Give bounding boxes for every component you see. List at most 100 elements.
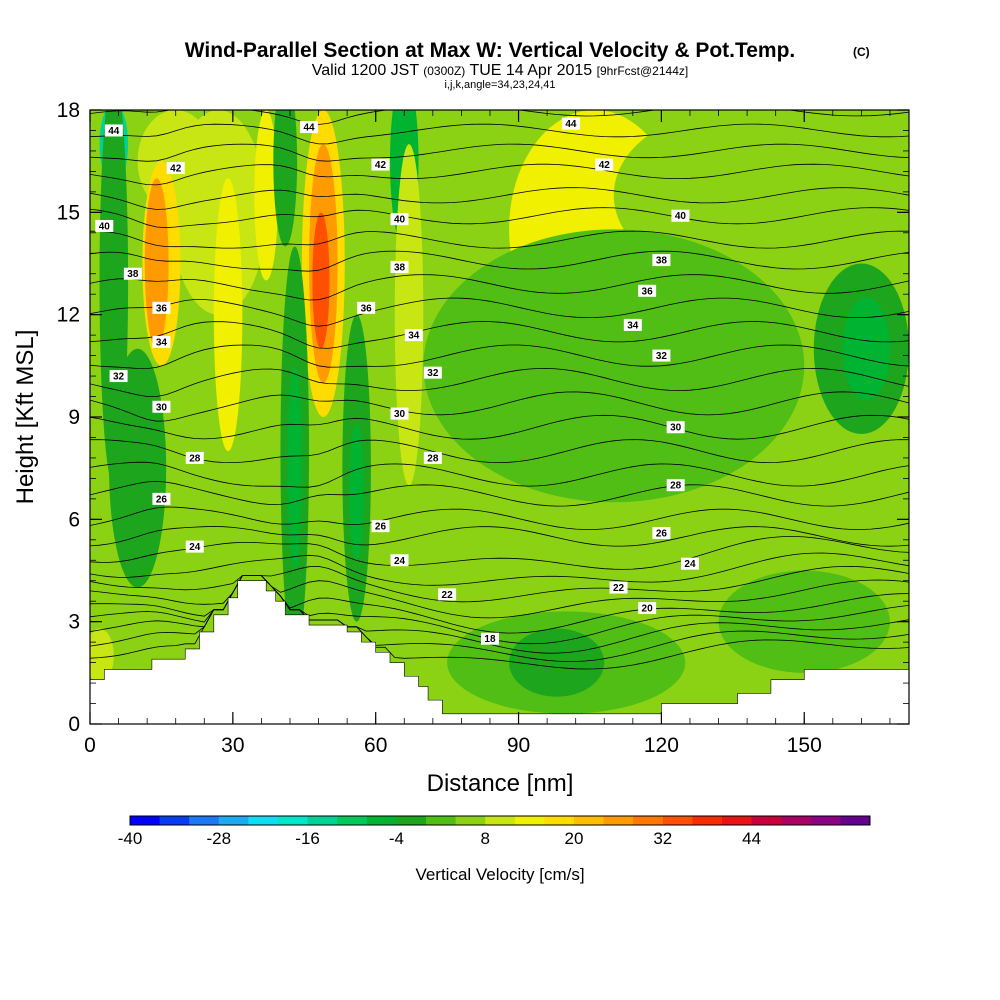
- theta-label-box-25: [423, 451, 442, 464]
- colorbar-tick-2: -16: [295, 829, 320, 848]
- colorbar-swatch-11: [455, 816, 486, 825]
- colorbar-swatch-6: [307, 816, 338, 825]
- colorbar-swatch-7: [337, 816, 368, 825]
- colorbar-swatch-2: [189, 816, 220, 825]
- colorbar-tick-3: -4: [389, 829, 404, 848]
- colorbar-swatch-3: [218, 816, 249, 825]
- w-region-17: [349, 423, 364, 561]
- y-axis-title: Height [Kft MSL]: [12, 330, 39, 505]
- colorbar-frame: [129, 815, 871, 826]
- theta-label-29: 26: [656, 528, 668, 539]
- colorbar-swatch-20: [722, 816, 753, 825]
- colorbar-tick-7: 44: [742, 829, 761, 848]
- theta-contour-20: [90, 575, 909, 634]
- theta-contour-41: [90, 163, 909, 186]
- theta-label-28: 26: [375, 522, 387, 533]
- theta-contour-35: [90, 297, 909, 327]
- theta-label-35: 20: [642, 604, 654, 615]
- theta-contour-37: [90, 250, 909, 272]
- theta-label-box-0: [104, 124, 123, 137]
- x-axis-title: Distance [nm]: [427, 770, 574, 797]
- theta-label-18: 32: [113, 372, 125, 383]
- theta-label-24: 28: [189, 453, 201, 464]
- theta-label-box-15: [152, 335, 171, 348]
- colorbar-swatch-21: [751, 816, 782, 825]
- theta-contour-23: [90, 552, 909, 586]
- theta-label-30: 24: [189, 542, 201, 553]
- theta-label-box-21: [152, 400, 171, 413]
- theta-label-1: 44: [303, 123, 315, 134]
- theta-label-box-30: [185, 540, 204, 553]
- theta-label-12: 36: [156, 303, 168, 314]
- theta-label-8: 40: [675, 211, 687, 222]
- y-tick-label-5: 15: [57, 201, 80, 224]
- theta-label-17: 34: [627, 320, 639, 331]
- theta-label-box-33: [438, 588, 457, 601]
- theta-label-5: 42: [599, 160, 611, 171]
- valid-utc: (0300Z): [423, 64, 465, 78]
- theta-contour-42: [90, 143, 909, 162]
- theta-label-box-2: [561, 117, 580, 130]
- theta-label-box-26: [666, 479, 685, 492]
- theta-label-box-32: [680, 557, 699, 570]
- theta-label-33: 22: [442, 590, 454, 601]
- theta-label-3: 42: [170, 163, 182, 174]
- valid-date: TUE 14 Apr 2015: [469, 62, 592, 79]
- theta-contour-30: [90, 414, 909, 440]
- theta-label-2: 44: [565, 119, 577, 130]
- theta-contour-28: [90, 461, 909, 488]
- theta-label-13: 36: [361, 303, 373, 314]
- theta-contour-25: [90, 526, 909, 547]
- theta-label-11: 38: [656, 256, 668, 267]
- w-region-26: [718, 570, 890, 673]
- w-region-9: [312, 212, 330, 349]
- theta-contour-38: [90, 230, 909, 249]
- theta-contour-22: [90, 565, 909, 603]
- theta-label-box-7: [390, 213, 409, 226]
- colorbar-swatch-18: [662, 816, 693, 825]
- colorbar-swatch-24: [840, 816, 871, 825]
- y-tick-label-6: 18: [57, 99, 80, 122]
- theta-label-25: 28: [427, 453, 439, 464]
- colorbar-swatch-23: [810, 816, 841, 825]
- theta-contour-40: [90, 187, 909, 210]
- theta-contour-24: [90, 536, 909, 570]
- theta-label-10: 38: [394, 262, 406, 273]
- w-region-23: [423, 229, 805, 503]
- colorbar: -40 -28 -16 -4 8 20 32 44: [118, 815, 871, 848]
- w-region-22: [842, 297, 890, 400]
- colorbar-tick-0: -40: [118, 829, 143, 848]
- theta-label-9: 38: [127, 269, 139, 280]
- theta-contour-31: [90, 391, 909, 422]
- terrain-mask: [90, 580, 909, 724]
- theta-label-box-18: [109, 370, 128, 383]
- theta-label-box-24: [185, 451, 204, 464]
- theta-label-6: 40: [99, 221, 111, 232]
- colorbar-swatch-9: [396, 816, 427, 825]
- x-tick-label-2: 60: [364, 734, 387, 757]
- theta-label-21: 30: [156, 402, 168, 413]
- theta-label-box-5: [595, 158, 614, 171]
- y-tick-label-0: 0: [68, 713, 80, 736]
- theta-label-box-27: [152, 492, 171, 505]
- colorbar-swatch-13: [514, 816, 545, 825]
- theta-label-34: 22: [613, 583, 625, 594]
- colorbar-swatch-15: [574, 816, 605, 825]
- y-tick-label-2: 6: [68, 508, 80, 531]
- plot-area: 44 44 44 42 42 42 40 40 40 38 38 38 36 36 36 34 34 34 32 32…: [90, 110, 909, 724]
- theta-label-32: 24: [684, 559, 696, 570]
- colorbar-swatch-22: [781, 816, 812, 825]
- theta-label-box-8: [671, 209, 690, 222]
- theta-contour-21: [90, 575, 909, 619]
- w-region-25: [509, 628, 605, 697]
- x-tick-label-5: 150: [787, 734, 822, 757]
- colorbar-swatch-19: [692, 816, 723, 825]
- theta-label-box-14: [638, 284, 657, 297]
- theta-label-box-4: [371, 158, 390, 171]
- colorbar-tick-4: 8: [480, 829, 489, 848]
- colorbar-swatch-17: [633, 816, 664, 825]
- x-tick-label-0: 0: [84, 734, 96, 757]
- theta-contour-43: [90, 123, 909, 145]
- theta-contour-26: [90, 506, 909, 530]
- theta-label-box-17: [623, 318, 642, 331]
